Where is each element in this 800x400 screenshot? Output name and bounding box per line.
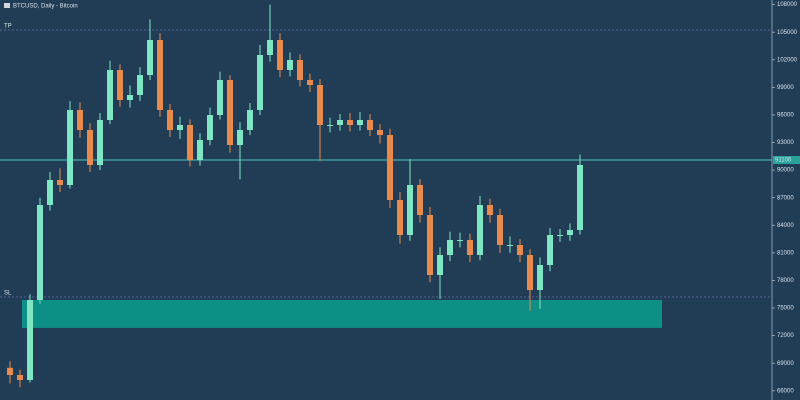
level-label: TP [4,24,12,30]
candle-body [57,180,63,186]
candle-body [437,254,443,275]
candle-body [37,205,43,300]
candle-body [427,214,433,275]
candle-body [547,234,553,266]
candle-body [267,40,273,55]
candle-body [247,109,253,130]
candle-body [487,205,493,215]
y-tick-label: 81000 [777,250,794,256]
current-price-label: 91100 [775,158,792,164]
candle-body [137,74,143,95]
candle-body [577,165,583,230]
candle-body [87,129,93,166]
candle-body [567,229,573,235]
candle-body [387,134,393,200]
candle-body [287,60,293,70]
candle-body [497,214,503,246]
candle-body [307,80,313,86]
y-tick-label: 102000 [777,57,798,63]
candle-body [97,120,103,166]
candle-body [17,374,23,380]
candle-body [507,245,513,247]
candle-body [127,94,133,100]
candle-body [377,129,383,135]
candle-body [7,367,13,375]
y-tick-label: 69000 [777,361,794,367]
candle-body [197,140,203,160]
candle-body [227,80,233,146]
candle-body [417,185,423,215]
candle-body [177,125,183,130]
candle-body [407,185,413,235]
y-tick-label: 93000 [777,140,794,146]
candle-body [527,254,533,290]
candle-body [67,109,73,186]
y-tick-label: 108000 [777,2,798,8]
y-tick-label: 105000 [777,30,798,36]
candle-body [157,40,163,110]
y-tick-label: 84000 [777,223,794,229]
candle-body [367,120,373,130]
level-label: SL [4,291,12,297]
candle-body [397,200,403,235]
candle-body [457,240,463,241]
candle-body [447,240,453,255]
candle-body [467,240,473,255]
y-tick-label: 99000 [777,85,794,91]
candle-body [47,180,53,206]
y-tick-label: 87000 [777,195,794,201]
candle-body [217,80,223,115]
candle-body [77,109,83,130]
candle-body [207,114,213,140]
candle-body [297,60,303,80]
candle-body [187,125,193,160]
candle-body [347,120,353,126]
candle-body [317,85,323,126]
y-tick-label: 78000 [777,278,794,284]
candle-body [327,125,333,127]
candle-body [237,129,243,146]
y-tick-label: 75000 [777,306,794,312]
candle-body [257,54,263,110]
candle-body [337,120,343,126]
candle-body [27,300,33,380]
candle-body [277,40,283,70]
candle-body [477,205,483,255]
y-tick-label: 66000 [777,388,794,394]
y-tick-label: 72000 [777,333,794,339]
zone [22,300,662,328]
candle-body [117,69,123,100]
chart-title: BTCUSD, Daily - Bitcoin [13,4,78,10]
candle-body [537,265,543,290]
candle-body [167,109,173,130]
y-tick-label: 96000 [777,113,794,119]
candle-body [517,245,523,255]
chart-icon [4,3,10,8]
candle-body [557,234,563,236]
candle-body [147,40,153,75]
y-tick-label: 90000 [777,168,794,174]
current-price-tag [773,156,800,164]
candle-body [107,69,113,120]
candle-body [357,120,363,126]
